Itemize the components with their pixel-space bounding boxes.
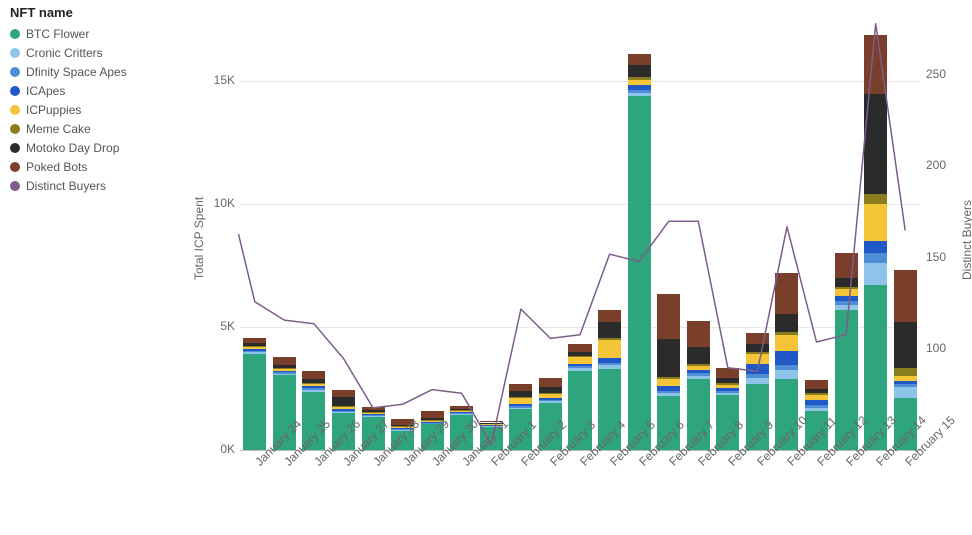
legend-label: ICPuppies xyxy=(26,103,81,117)
chart-root: NFT name BTC Flower Cronic Critters Dfinit… xyxy=(0,0,972,535)
y-right-tick: 200 xyxy=(926,158,966,172)
x-label: February 10 xyxy=(755,456,768,469)
plot-area xyxy=(240,20,920,450)
x-label: February 2 xyxy=(518,456,531,469)
legend-swatch-icon xyxy=(10,105,20,115)
x-label: January 24 xyxy=(252,456,265,469)
legend-swatch-icon xyxy=(10,162,20,172)
legend-label: Meme Cake xyxy=(26,122,91,136)
legend-item-cronic_critters[interactable]: Cronic Critters xyxy=(10,43,170,62)
y-right-tick: 100 xyxy=(926,341,966,355)
y-left-tick: 15K xyxy=(195,73,235,87)
x-label: February 9 xyxy=(725,456,738,469)
x-label: February 15 xyxy=(902,456,915,469)
x-label: February 11 xyxy=(784,456,797,469)
x-label: February 13 xyxy=(843,456,856,469)
x-label: February 12 xyxy=(814,456,827,469)
legend-label: BTC Flower xyxy=(26,27,89,41)
y-right-tick: 150 xyxy=(926,250,966,264)
legend: NFT name BTC Flower Cronic Critters Dfinit… xyxy=(10,5,170,195)
y-left-tick: 0K xyxy=(195,442,235,456)
legend-swatch-icon xyxy=(10,86,20,96)
x-label: January 25 xyxy=(282,456,295,469)
x-label: February 7 xyxy=(666,456,679,469)
legend-items: BTC Flower Cronic Critters Dfinity Space A… xyxy=(10,24,170,195)
x-label: February 1 xyxy=(488,456,501,469)
x-label: February 3 xyxy=(548,456,561,469)
x-label: January 30 xyxy=(429,456,442,469)
legend-item-motoko_day[interactable]: Motoko Day Drop xyxy=(10,138,170,157)
x-label: February 6 xyxy=(636,456,649,469)
legend-label: Cronic Critters xyxy=(26,46,103,60)
x-label: January 27 xyxy=(341,456,354,469)
legend-item-btc_flower[interactable]: BTC Flower xyxy=(10,24,170,43)
legend-label: Dfinity Space Apes xyxy=(26,65,127,79)
legend-swatch-icon xyxy=(10,29,20,39)
y-right-axis: 100 150 200 250 xyxy=(926,20,966,450)
x-axis-baseline xyxy=(240,450,920,451)
x-label: February 5 xyxy=(607,456,620,469)
x-label: February 4 xyxy=(577,456,590,469)
y-left-tick: 5K xyxy=(195,319,235,333)
y-right-tick: 250 xyxy=(926,67,966,81)
legend-swatch-icon xyxy=(10,181,20,191)
x-label: February 14 xyxy=(873,456,886,469)
x-label: January 28 xyxy=(370,456,383,469)
legend-item-icpuppies[interactable]: ICPuppies xyxy=(10,100,170,119)
legend-item-dfinity_space[interactable]: Dfinity Space Apes xyxy=(10,62,170,81)
legend-label: ICApes xyxy=(26,84,65,98)
x-label: February 8 xyxy=(695,456,708,469)
legend-label: Distinct Buyers xyxy=(26,179,106,193)
distinct-buyers-line xyxy=(240,20,920,450)
legend-swatch-icon xyxy=(10,124,20,134)
distinct-buyers-path[interactable] xyxy=(239,24,906,445)
legend-item-meme_cake[interactable]: Meme Cake xyxy=(10,119,170,138)
legend-label: Poked Bots xyxy=(26,160,87,174)
legend-item-icapes[interactable]: ICApes xyxy=(10,81,170,100)
legend-item-distinct_buyers[interactable]: Distinct Buyers xyxy=(10,176,170,195)
legend-swatch-icon xyxy=(10,143,20,153)
legend-item-poked_bots[interactable]: Poked Bots xyxy=(10,157,170,176)
legend-title: NFT name xyxy=(10,5,170,20)
x-label: January 29 xyxy=(400,456,413,469)
x-label: January 26 xyxy=(311,456,324,469)
legend-swatch-icon xyxy=(10,67,20,77)
legend-swatch-icon xyxy=(10,48,20,58)
x-axis-labels: January 24 January 25 January 26 January 27… xyxy=(240,456,920,535)
x-label: January 31 xyxy=(459,456,472,469)
legend-label: Motoko Day Drop xyxy=(26,141,119,155)
y-left-axis: 0K5K10K15K xyxy=(195,20,235,450)
y-left-tick: 10K xyxy=(195,196,235,210)
